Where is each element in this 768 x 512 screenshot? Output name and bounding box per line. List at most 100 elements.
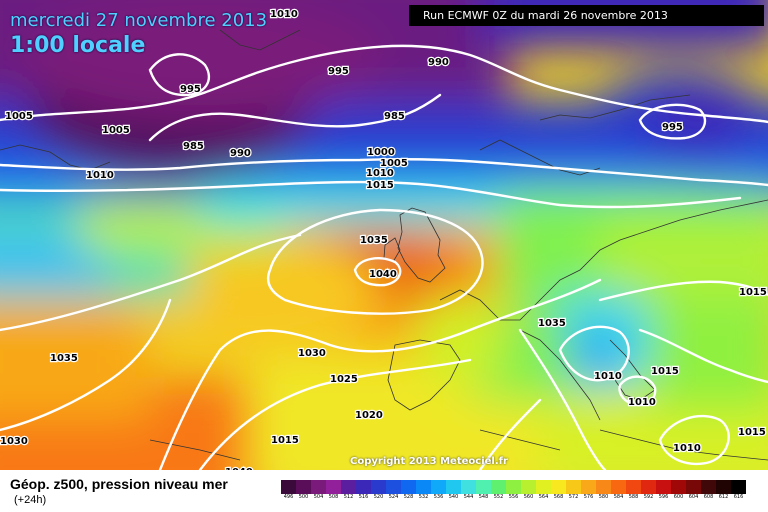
run-info: Run ECMWF 0Z du mardi 26 novembre 2013 (409, 5, 764, 26)
isobar-label: 1005 (5, 111, 33, 122)
color-scale-swatch (551, 480, 566, 494)
color-scale-swatch (521, 480, 536, 494)
color-scale-swatch (611, 480, 626, 494)
color-scale-label: 572 (568, 494, 579, 500)
color-scale-swatch (566, 480, 581, 494)
color-scale-label: 532 (418, 494, 429, 500)
color-scale-swatch (476, 480, 491, 494)
isobar-label: 1035 (360, 235, 388, 246)
color-scale-swatch (731, 480, 746, 494)
color-scale-label: 540 (448, 494, 459, 500)
color-scale-label: 600 (673, 494, 684, 500)
color-scale-swatch (581, 480, 596, 494)
isobar-label: 1010 (628, 397, 656, 408)
isobar-label: 1020 (355, 410, 383, 421)
color-scale-swatch (491, 480, 506, 494)
color-scale-label: 576 (583, 494, 594, 500)
isobar-lines (0, 44, 768, 470)
isobar-label: 1010 (594, 371, 622, 382)
isobar-label: 1040 (225, 467, 253, 470)
color-scale-swatch (296, 480, 311, 494)
isobar-label: 1010 (366, 168, 394, 179)
color-scale-swatch (536, 480, 551, 494)
isobar-label: 1030 (0, 436, 28, 447)
isobar-label: 1025 (330, 374, 358, 385)
isobar-label: 1040 (369, 269, 397, 280)
color-scale-label: 536 (433, 494, 444, 500)
isobar-label: 1015 (738, 427, 766, 438)
color-scale-label: 508 (328, 494, 339, 500)
isobar-label: 1010 (673, 443, 701, 454)
color-scale-swatch (326, 480, 341, 494)
isobar-label: 1015 (366, 180, 394, 191)
color-scale-label: 560 (523, 494, 534, 500)
color-scale-swatch (356, 480, 371, 494)
color-scale-label: 516 (358, 494, 369, 500)
isobar-label: 1015 (651, 366, 679, 377)
map-canvas: 1010995995990985985990100510051010100010… (0, 0, 768, 470)
color-scale-swatch (671, 480, 686, 494)
color-scale-label: 580 (598, 494, 609, 500)
color-scale-swatch (641, 480, 656, 494)
isobar-label: 990 (428, 57, 449, 68)
color-scale-swatch (401, 480, 416, 494)
isobar-label: 1010 (86, 170, 114, 181)
isobar-label: 985 (183, 141, 204, 152)
forecast-hour: 1:00 locale (10, 33, 146, 58)
color-scale-label: 616 (733, 494, 744, 500)
legend-title: Géop. z500, pression niveau mer (10, 476, 228, 492)
isobar-label: 1000 (367, 147, 395, 158)
forecast-map: 1010 995 995 990 985 985 990 1005 1005 1010 1000 10… (0, 0, 768, 470)
color-scale-swatch (311, 480, 326, 494)
isobar-label: 995 (328, 66, 349, 77)
isobar-label: 995 (662, 122, 683, 133)
color-scale-label: 568 (553, 494, 564, 500)
isobar-label: 995 (180, 84, 201, 95)
color-scale-swatch (341, 480, 356, 494)
isobar-label: 1035 (538, 318, 566, 329)
color-scale-label: 528 (403, 494, 414, 500)
isobar-label: 1015 (271, 435, 299, 446)
legend-subtitle: (+24h) (14, 494, 47, 506)
color-scale-label: 612 (718, 494, 729, 500)
color-scale-label: 552 (493, 494, 504, 500)
color-scale-swatch (446, 480, 461, 494)
isobar-label: 1005 (380, 158, 408, 169)
color-scale-label: 564 (538, 494, 549, 500)
copyright-text: Copyright 2013 Meteociel.fr (350, 456, 508, 467)
color-scale-label: 592 (643, 494, 654, 500)
color-scale-swatch (416, 480, 431, 494)
isobar-label: 985 (384, 111, 405, 122)
color-scale-label: 512 (343, 494, 354, 500)
color-scale-label: 608 (703, 494, 714, 500)
color-scale-swatch (716, 480, 731, 494)
isobar-labels: 1010995995990985985990100510051010100010… (0, 8, 768, 470)
color-scale-swatch (461, 480, 476, 494)
isobar-label: 1005 (102, 125, 130, 136)
color-scale-label: 548 (478, 494, 489, 500)
color-scale-swatch (281, 480, 296, 494)
color-scale-swatch (596, 480, 611, 494)
color-scale-label: 504 (313, 494, 324, 500)
color-scale-label: 596 (658, 494, 669, 500)
color-scale-swatch (431, 480, 446, 494)
color-scale-label: 604 (688, 494, 699, 500)
color-scale-swatch (686, 480, 701, 494)
forecast-date: mercredi 27 novembre 2013 (10, 10, 268, 31)
color-scale-swatch (656, 480, 671, 494)
color-scale-swatch (386, 480, 401, 494)
color-scale-swatch (701, 480, 716, 494)
color-scale-label: 556 (508, 494, 519, 500)
color-scale-swatch (371, 480, 386, 494)
isobar-label: 1015 (739, 287, 767, 298)
color-scale-label: 588 (628, 494, 639, 500)
color-scale-label: 496 (283, 494, 294, 500)
color-scale-label: 500 (298, 494, 309, 500)
isobar-label: 1010 (270, 9, 298, 20)
isobar-label: 1035 (50, 353, 78, 364)
color-scale-swatch (626, 480, 641, 494)
isobar-label: 990 (230, 148, 251, 159)
color-scale-swatch (506, 480, 521, 494)
legend-panel: Géop. z500, pression niveau mer (+24h) 4… (0, 470, 768, 512)
color-scale-label: 524 (388, 494, 399, 500)
